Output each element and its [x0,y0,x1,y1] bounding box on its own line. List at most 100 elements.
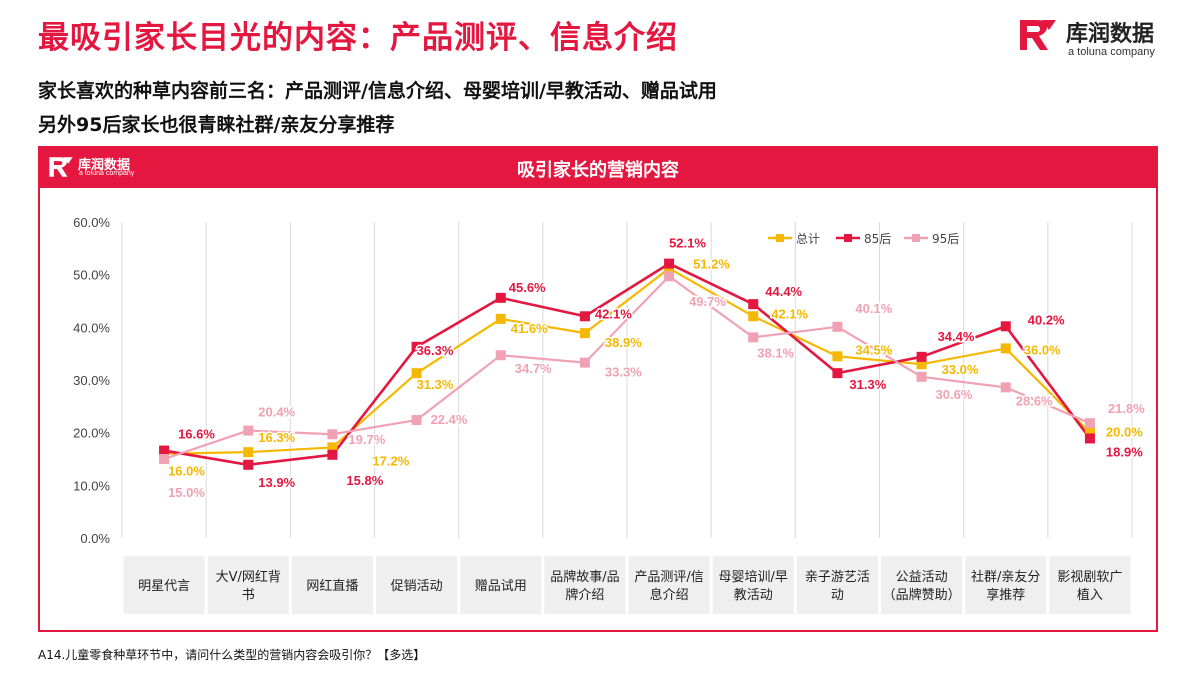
x-tick-label: 教活动 [734,587,773,603]
data-point [579,328,590,339]
y-tick-label: 40.0% [73,320,110,335]
data-point [159,445,170,456]
data-point [832,321,843,332]
x-tick-label: 牌介绍 [565,587,604,603]
data-point [664,258,675,269]
data-point [579,357,590,368]
y-tick-label: 30.0% [73,373,110,388]
data-point [243,425,254,436]
data-point [748,311,759,322]
category-cell [123,556,205,614]
data-label: 41.6% [511,321,548,336]
data-label: 49.7% [689,294,726,309]
legend-marker [776,234,784,242]
survey-question-footnote: A14.儿童零食种草环节中，请问什么类型的营销内容会吸引你？【多选】 [38,648,426,662]
data-point [495,292,506,303]
data-label: 20.0% [1106,425,1143,440]
data-label: 16.3% [258,430,295,445]
category-cell [544,556,626,614]
category-cell [1049,556,1131,614]
data-label: 51.2% [693,256,730,271]
x-tick-label: 影视剧软广 [1057,570,1122,585]
category-cell [207,556,289,614]
data-label: 34.4% [938,329,975,344]
x-tick-label: 社群/亲友分 [971,569,1040,585]
category-cell [881,556,963,614]
x-tick-label: 促销活动 [391,579,443,594]
data-label: 19.7% [348,432,385,447]
data-label: 52.1% [669,236,706,251]
y-tick-label: 20.0% [73,426,110,441]
data-point [748,299,759,310]
category-cell [965,556,1047,614]
line-chart: 0.0% 10.0% 20.0% 30.0% 40.0% 50.0% 60.0% 明星代言 大V… [73,215,1147,614]
data-label: 34.5% [855,342,892,357]
category-cell [291,556,373,614]
category-cell [712,556,794,614]
summary-line-1: 家长喜欢的种草内容前三名：产品测评/信息介绍、母婴培训/早教活动、赠品试用 [38,80,717,102]
data-point [916,351,927,362]
x-tick-label: 品牌故事/品 [550,569,619,585]
legend-label: 总计 [796,232,820,246]
data-point [748,332,759,343]
data-label: 21.8% [1108,401,1145,416]
data-label: 20.4% [258,405,295,420]
data-label: 44.4% [765,284,802,299]
data-point [1000,343,1011,354]
y-tick-label: 10.0% [73,478,110,493]
x-tick-label: 息介绍 [650,587,689,603]
legend-label: 85后 [864,232,891,246]
brand-logo-name: 库润数据 [1066,22,1155,47]
chart-logo-name: 库润数据 [78,158,131,173]
x-tick-label: 亲子游艺活 [805,570,870,585]
data-point [159,454,170,464]
chart-title: 吸引家长的营销内容 [517,160,679,181]
series-line [164,267,1091,455]
x-tick-label: 公益活动 [896,570,948,585]
x-tick-label: （品牌赞助） [883,587,961,603]
x-tick-label: 动 [831,588,844,603]
x-tick-label: 明星代言 [138,579,190,594]
data-point [411,368,422,379]
data-label: 36.0% [1024,342,1061,357]
slide-title: 最吸引家长目光的内容：产品测评、信息介绍 [38,20,678,56]
data-label: 40.2% [1028,312,1065,327]
data-label: 33.3% [605,365,642,380]
data-point [1000,321,1011,332]
data-label: 34.7% [515,361,552,376]
data-label: 33.0% [942,362,979,377]
data-label: 42.1% [595,306,632,321]
data-point [1084,427,1095,438]
data-point [1084,433,1095,444]
data-label: 28.6% [1016,393,1053,408]
category-cell [796,556,878,614]
data-point [832,368,843,379]
data-point [327,442,338,453]
legend-marker [912,234,920,242]
data-label: 17.2% [372,453,409,468]
chart-logo-subtitle: a toluna company [79,170,135,177]
data-point [579,311,590,322]
data-label: 42.1% [771,306,808,321]
y-tick-label: 60.0% [73,215,110,230]
data-point [664,271,675,282]
brand-logo-subtitle: a toluna company [1068,46,1155,58]
data-label: 45.6% [509,280,546,295]
data-point [411,415,422,426]
y-tick-label: 0.0% [80,531,110,546]
y-tick-label: 50.0% [73,268,110,283]
data-label: 15.8% [346,473,383,488]
data-point [495,313,506,324]
chart-logo: 库润数据 a toluna company [48,154,158,182]
data-label: 16.0% [168,464,205,479]
legend-marker [844,234,852,242]
data-point [1000,382,1011,393]
data-label: 30.6% [936,387,973,402]
data-label: 36.3% [417,343,454,358]
data-point [495,350,506,361]
data-label: 31.3% [417,377,454,392]
x-tick-label: 书 [242,588,255,603]
x-tick-label: 网红直播 [306,578,358,594]
x-tick-label: 植入 [1077,588,1103,603]
x-tick-label: 赠品试用 [475,579,527,594]
